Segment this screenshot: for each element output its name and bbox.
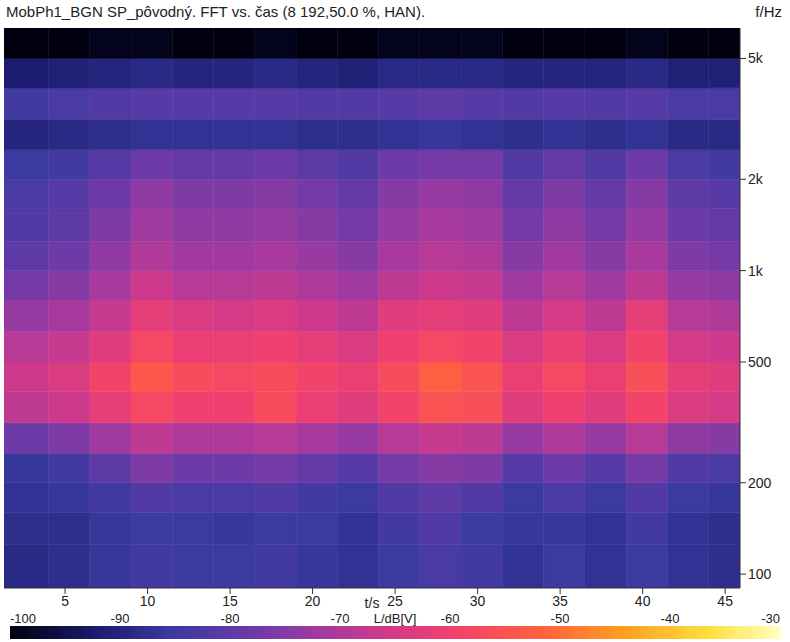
svg-text:-30: -30 bbox=[761, 612, 780, 626]
svg-text:2k: 2k bbox=[748, 171, 764, 187]
svg-text:-100: -100 bbox=[10, 612, 36, 626]
svg-text:100: 100 bbox=[748, 566, 772, 582]
svg-text:10: 10 bbox=[140, 593, 156, 609]
svg-text:45: 45 bbox=[717, 593, 733, 609]
svg-text:5: 5 bbox=[61, 593, 69, 609]
svg-text:-60: -60 bbox=[441, 612, 460, 626]
svg-text:200: 200 bbox=[748, 475, 772, 491]
svg-text:20: 20 bbox=[305, 593, 321, 609]
html-text:MobPh1_BGN SP_pôvodný. FFT vs.: MobPh1_BGN SP_pôvodný. FFT vs. čas (8 19… bbox=[6, 2, 426, 20]
svg-text:40: 40 bbox=[635, 593, 651, 609]
svg-text:35: 35 bbox=[552, 593, 568, 609]
svg-text:25: 25 bbox=[387, 593, 403, 609]
svg-text:L/dB[V]: L/dB[V] bbox=[374, 612, 417, 626]
svg-text:15: 15 bbox=[222, 593, 238, 609]
svg-text:-50: -50 bbox=[551, 612, 570, 626]
svg-text:30: 30 bbox=[470, 593, 486, 609]
svg-text:5k: 5k bbox=[748, 50, 764, 66]
svg-text:t/s: t/s bbox=[365, 595, 380, 611]
svg-text:-80: -80 bbox=[221, 612, 240, 626]
svg-text:1k: 1k bbox=[748, 263, 764, 279]
svg-text:-40: -40 bbox=[661, 612, 680, 626]
svg-text:-70: -70 bbox=[331, 612, 350, 626]
svg-text:-90: -90 bbox=[111, 612, 130, 626]
html-text:f/Hz: f/Hz bbox=[755, 2, 782, 20]
svg-text:500: 500 bbox=[748, 354, 772, 370]
